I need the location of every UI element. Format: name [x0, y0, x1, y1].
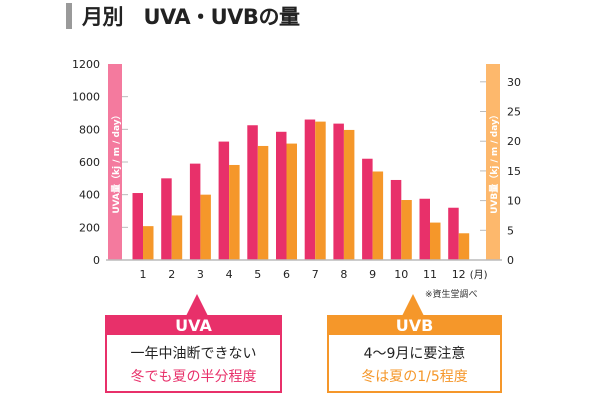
- bar-chart: UVA量（kj / m / day） UVB量（kj / m / day）0200…: [72, 58, 521, 281]
- uvb-bar: [200, 194, 211, 260]
- x-tick-label: 2: [168, 268, 175, 281]
- x-tick-label: 11: [423, 268, 437, 281]
- uvb-bar: [458, 233, 470, 260]
- title-accent-bar: [66, 3, 72, 29]
- left-axis-label: UVA量（kj / m / day）: [110, 110, 122, 213]
- x-tick-label: 1: [140, 268, 147, 281]
- uvb-bar: [257, 145, 269, 260]
- uva-callout-line2: 冬でも夏の半分程度: [130, 369, 257, 385]
- right-axis-label: UVB量（kj / m / day）: [488, 110, 500, 214]
- uva-bar: [132, 193, 143, 260]
- left-tick-label: 600: [79, 156, 100, 169]
- uva-callout-pointer: [186, 294, 208, 316]
- right-tick-label: 15: [507, 165, 521, 178]
- uvb-bar: [315, 121, 326, 260]
- uvb-bar: [343, 129, 355, 260]
- uvb-bar: [143, 226, 154, 260]
- uvb-callout-pointer: [402, 294, 424, 316]
- uva-bar: [333, 123, 344, 260]
- chart-title: 月別 UVA・UVBの量: [66, 2, 300, 30]
- uvb-callout-line1: 4〜9月に要注意: [363, 346, 466, 362]
- x-tick-label: 3: [197, 268, 204, 281]
- x-tick-label: 5: [254, 268, 261, 281]
- source-note: ※資生堂調べ: [425, 290, 478, 300]
- x-tick-label: 8: [340, 268, 347, 281]
- x-tick-label: 7: [312, 268, 319, 281]
- uva-bar: [304, 119, 316, 261]
- uva-bar: [276, 131, 287, 260]
- uvb-callout: UVB 4〜9月に要注意 冬は夏の1/5程度: [327, 315, 502, 393]
- x-tick-label: 4: [226, 268, 233, 281]
- uvb-bar: [372, 171, 384, 260]
- right-tick-label: 5: [507, 224, 514, 237]
- x-tick-label: 9: [369, 268, 376, 281]
- uvb-bar: [401, 200, 412, 260]
- uva-bar: [362, 158, 373, 260]
- title-text: 月別 UVA・UVBの量: [82, 5, 300, 29]
- left-tick-label: 1000: [72, 91, 100, 104]
- uvb-bar: [286, 143, 297, 260]
- uva-bar: [218, 141, 230, 260]
- x-tick-label: 6: [283, 268, 290, 281]
- uva-callout-label: UVA: [107, 317, 280, 335]
- uva-callout-line1: 一年中油断できない: [130, 346, 257, 362]
- uvb-callout-line2: 冬は夏の1/5程度: [361, 369, 468, 385]
- uva-callout: UVA 一年中油断できない 冬でも夏の半分程度: [105, 315, 282, 393]
- left-tick-label: 400: [79, 189, 100, 202]
- x-unit-label: (月): [470, 269, 488, 281]
- left-tick-label: 0: [93, 254, 100, 267]
- right-tick-label: 30: [507, 76, 521, 89]
- uva-bar: [448, 207, 459, 260]
- uva-bar: [189, 163, 201, 260]
- uva-bar: [247, 125, 258, 260]
- right-tick-label: 10: [507, 195, 521, 208]
- left-axis-band: [108, 64, 122, 260]
- right-axis-band: [486, 64, 500, 260]
- right-tick-label: 25: [507, 106, 521, 119]
- uva-bar: [390, 179, 402, 260]
- x-tick-label: 10: [394, 268, 408, 281]
- right-tick-label: 0: [507, 254, 514, 267]
- x-tick-label: 12: [452, 268, 466, 281]
- uvb-bar: [430, 222, 441, 260]
- left-tick-label: 800: [79, 123, 100, 136]
- uvb-bar: [229, 164, 240, 260]
- left-tick-label: 1200: [72, 58, 100, 71]
- right-tick-label: 20: [507, 135, 521, 148]
- uva-bar: [161, 178, 172, 260]
- left-tick-label: 200: [79, 221, 100, 234]
- uvb-callout-label: UVB: [329, 317, 500, 335]
- uvb-bar: [171, 215, 183, 260]
- uva-bar: [419, 198, 430, 260]
